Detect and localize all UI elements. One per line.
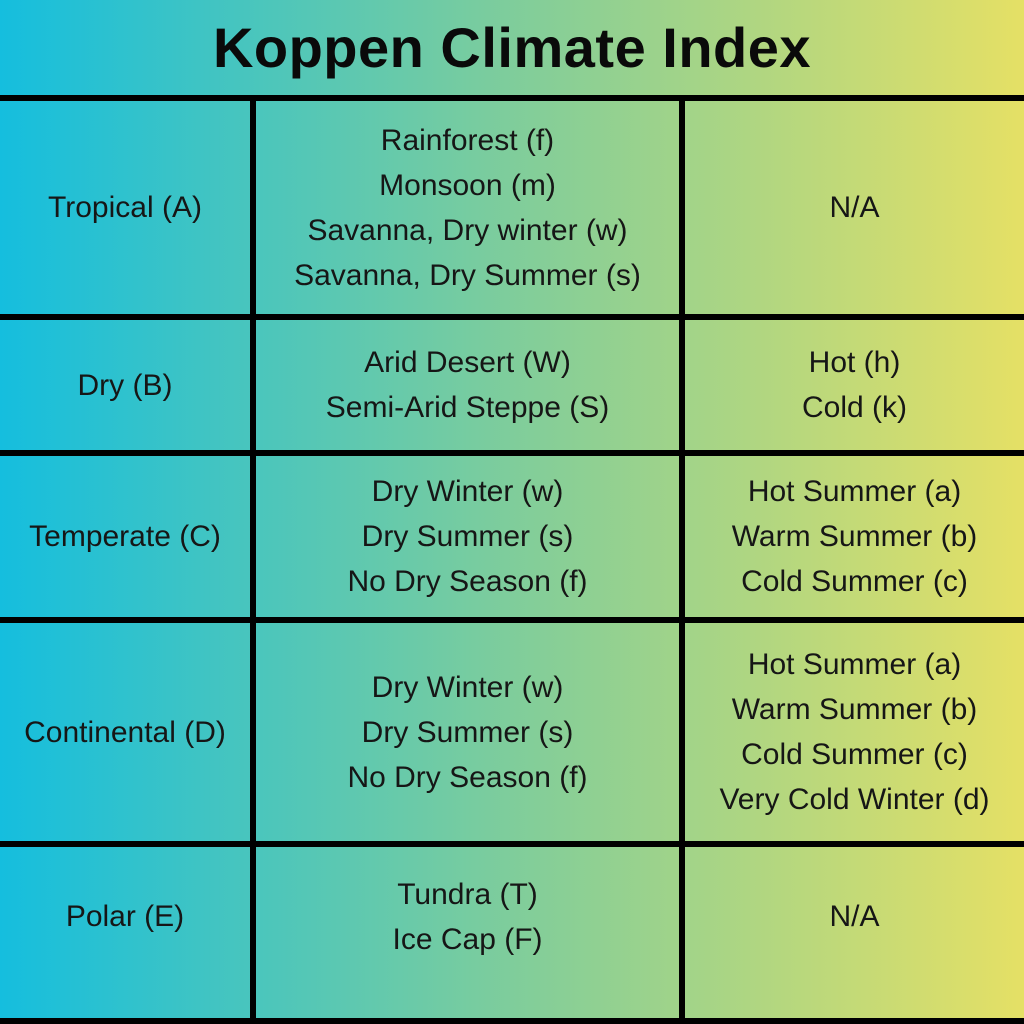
modifier-label: Hot (h): [808, 346, 901, 379]
subtypes-cell: Tundra (T) Ice Cap (F): [256, 847, 685, 1018]
modifier-label: N/A: [829, 900, 880, 933]
subtypes-cell: Dry Winter (w) Dry Summer (s) No Dry Sea…: [256, 456, 685, 617]
modifier-label: Cold Summer (c): [741, 565, 968, 598]
subtype-label: Savanna, Dry winter (w): [307, 213, 628, 247]
table-row: Polar (E) Tundra (T) Ice Cap (F) N/A: [0, 841, 1024, 1024]
subtype-label: Dry Winter (w): [371, 670, 564, 704]
climate-group-cell: Polar (E): [0, 847, 256, 1018]
modifier-label: N/A: [829, 191, 880, 224]
modifiers-cell: N/A: [685, 847, 1024, 1018]
subtype-label: Rainforest (f): [380, 123, 555, 157]
modifier-label: Cold Summer (c): [741, 738, 968, 771]
climate-group-label: Continental (D): [24, 715, 226, 749]
subtype-label: No Dry Season (f): [347, 760, 588, 794]
subtype-label: Savanna, Dry Summer (s): [294, 258, 641, 292]
modifiers-cell: N/A: [685, 101, 1024, 314]
climate-group-label: Dry (B): [77, 368, 173, 402]
modifiers-cell: Hot Summer (a) Warm Summer (b) Cold Summ…: [685, 456, 1024, 617]
subtype-label: Monsoon (m): [379, 168, 556, 202]
modifiers-cell: Hot Summer (a) Warm Summer (b) Cold Summ…: [685, 623, 1024, 841]
table-row: Dry (B) Arid Desert (W) Semi-Arid Steppe…: [0, 314, 1024, 450]
modifier-label: Warm Summer (b): [731, 693, 978, 726]
climate-group-label: Tropical (A): [48, 191, 202, 224]
subtype-label: Semi-Arid Steppe (S): [325, 391, 610, 424]
subtype-label: Dry Summer (s): [361, 715, 574, 749]
climate-group-cell: Dry (B): [0, 320, 256, 450]
modifier-label: Hot Summer (a): [747, 475, 962, 508]
climate-group-label: Temperate (C): [29, 520, 221, 553]
climate-group-label: Polar (E): [65, 900, 185, 933]
subtypes-cell: Rainforest (f) Monsoon (m) Savanna, Dry …: [256, 101, 685, 314]
modifier-label: Hot Summer (a): [747, 648, 962, 681]
table-row: Temperate (C) Dry Winter (w) Dry Summer …: [0, 450, 1024, 617]
climate-group-cell: Continental (D): [0, 623, 256, 841]
modifiers-cell: Hot (h) Cold (k): [685, 320, 1024, 450]
climate-group-cell: Temperate (C): [0, 456, 256, 617]
climate-group-cell: Tropical (A): [0, 101, 256, 314]
climate-table: Tropical (A) Rainforest (f) Monsoon (m) …: [0, 95, 1024, 1024]
subtype-label: Ice Cap (F): [392, 922, 543, 956]
subtype-label: Dry Summer (s): [361, 520, 574, 553]
subtype-label: Arid Desert (W): [364, 346, 571, 379]
subtypes-cell: Dry Winter (w) Dry Summer (s) No Dry Sea…: [256, 623, 685, 841]
table-row: Continental (D) Dry Winter (w) Dry Summe…: [0, 617, 1024, 841]
subtype-label: Dry Winter (w): [371, 475, 564, 508]
subtype-label: No Dry Season (f): [347, 565, 588, 598]
subtype-label: Tundra (T): [397, 877, 538, 911]
subtypes-cell: Arid Desert (W) Semi-Arid Steppe (S): [256, 320, 685, 450]
page-title: Koppen Climate Index: [212, 16, 812, 79]
modifier-label: Cold (k): [801, 391, 907, 424]
table-row: Tropical (A) Rainforest (f) Monsoon (m) …: [0, 95, 1024, 314]
modifier-label: Warm Summer (b): [731, 520, 978, 553]
modifier-label: Very Cold Winter (d): [719, 783, 990, 816]
